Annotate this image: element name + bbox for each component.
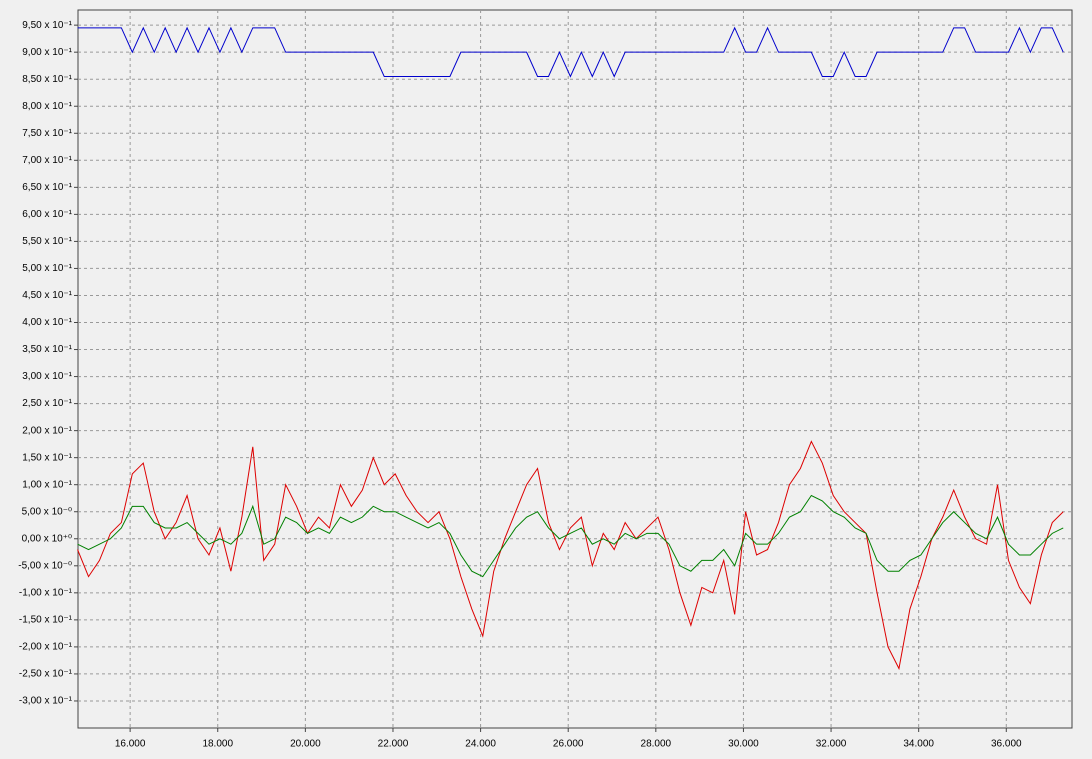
y-tick-label: 3,00 x 10⁻¹ xyxy=(22,371,72,382)
series-line xyxy=(77,494,1064,578)
x-tick-label: 34.000 xyxy=(903,739,934,750)
y-tick-label: 4,50 x 10⁻¹ xyxy=(22,290,72,301)
y-tick-label: -5,00 x 10⁻⁰ xyxy=(18,560,72,571)
y-tick-label: 5,00 x 10⁻⁰ xyxy=(22,506,72,517)
plot-area xyxy=(77,9,1073,729)
x-tick-label: 32.000 xyxy=(816,739,847,750)
y-tick-label: 5,50 x 10⁻¹ xyxy=(22,236,72,247)
y-tick-label: -2,50 x 10⁻¹ xyxy=(19,669,73,680)
y-tick-label: 7,50 x 10⁻¹ xyxy=(22,128,72,139)
x-tick-label: 24.000 xyxy=(465,739,496,750)
y-tick-label: 5,00 x 10⁻¹ xyxy=(22,263,72,274)
y-tick-label: -2,00 x 10⁻¹ xyxy=(19,642,73,653)
y-tick-label: -1,50 x 10⁻¹ xyxy=(19,615,73,626)
y-tick-label: 6,00 x 10⁻¹ xyxy=(22,209,72,220)
y-tick-label: 3,50 x 10⁻¹ xyxy=(22,344,72,355)
series-line xyxy=(77,440,1064,671)
y-tick-label: -3,00 x 10⁻¹ xyxy=(19,696,73,707)
y-tick-label: 0,00 x 10⁺⁰ xyxy=(22,533,72,544)
y-tick-label: 7,00 x 10⁻¹ xyxy=(22,155,72,166)
x-tick-label: 22.000 xyxy=(378,739,409,750)
x-tick-label: 20.000 xyxy=(290,739,321,750)
y-tick-label: 2,00 x 10⁻¹ xyxy=(22,425,72,436)
y-tick-label: 9,50 x 10⁻¹ xyxy=(22,20,72,31)
x-tick-label: 16.000 xyxy=(115,739,146,750)
x-tick-label: 26.000 xyxy=(553,739,584,750)
y-tick-label: 4,00 x 10⁻¹ xyxy=(22,317,72,328)
series-line xyxy=(77,26,1064,78)
y-tick-label: 9,00 x 10⁻¹ xyxy=(22,47,72,58)
x-tick-label: 18.000 xyxy=(202,739,233,750)
y-tick-label: 6,50 x 10⁻¹ xyxy=(22,182,72,193)
y-tick-label: -1,00 x 10⁻¹ xyxy=(19,587,73,598)
x-tick-label: 28.000 xyxy=(641,739,672,750)
y-tick-label: 2,50 x 10⁻¹ xyxy=(22,398,72,409)
x-tick-label: 30.000 xyxy=(728,739,759,750)
y-tick-label: 8,50 x 10⁻¹ xyxy=(22,74,72,85)
x-tick-label: 36.000 xyxy=(991,739,1022,750)
y-tick-label: 1,50 x 10⁻¹ xyxy=(22,452,72,463)
y-tick-label: 8,00 x 10⁻¹ xyxy=(22,101,72,112)
y-tick-label: 1,00 x 10⁻¹ xyxy=(22,479,72,490)
